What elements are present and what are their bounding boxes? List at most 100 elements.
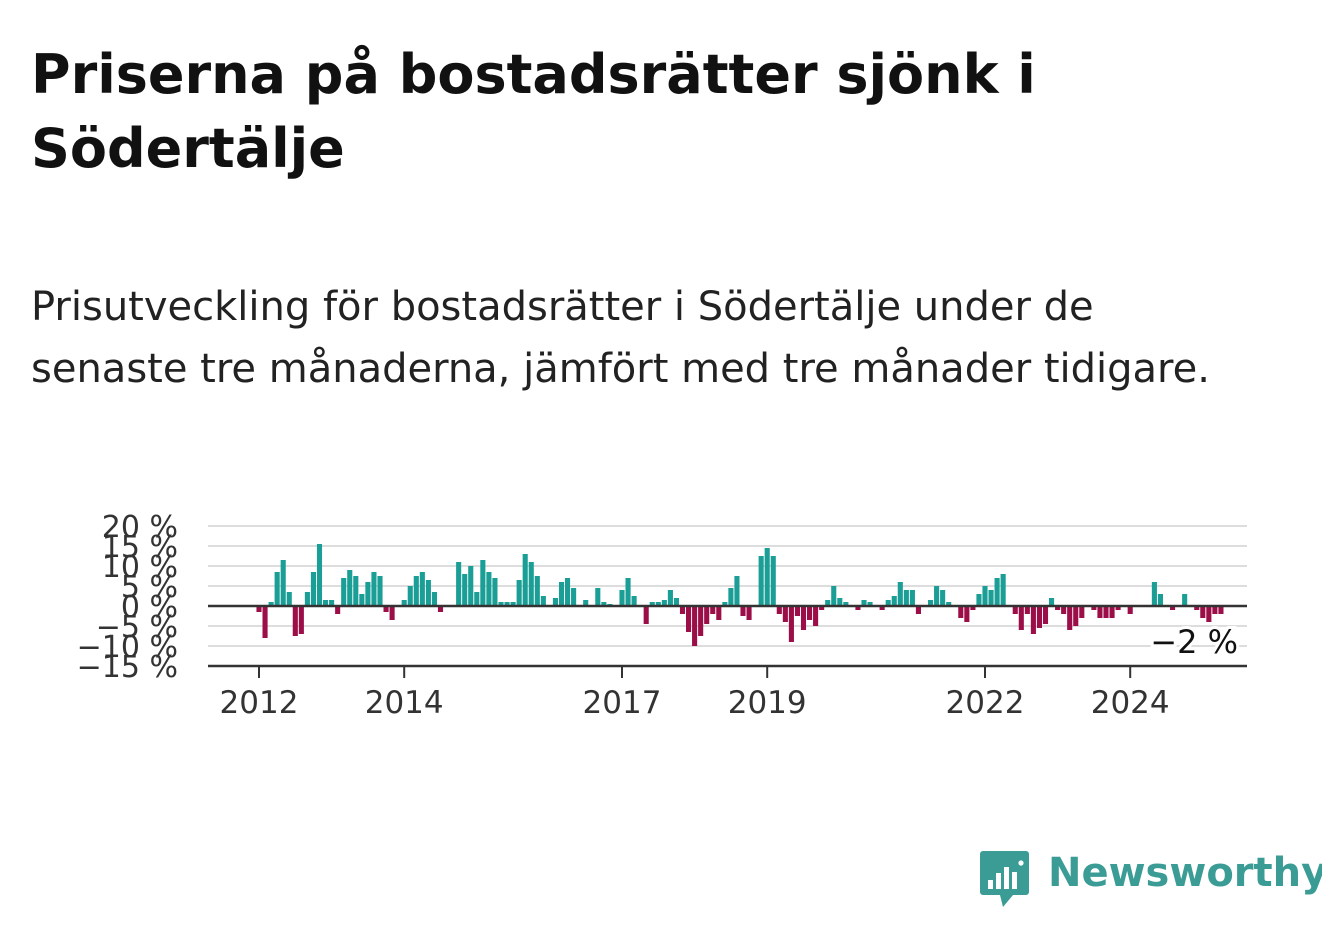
bar xyxy=(595,588,601,606)
bar xyxy=(643,606,649,624)
bar xyxy=(807,606,813,620)
x-tick-label: 2012 xyxy=(220,685,299,721)
bar xyxy=(401,600,407,606)
bar xyxy=(492,578,498,606)
bar xyxy=(298,606,304,634)
x-tick-label: 2019 xyxy=(728,685,807,721)
bar xyxy=(788,606,794,642)
bar xyxy=(280,560,286,606)
bar xyxy=(1079,606,1085,618)
y-tick-label: 10 % xyxy=(102,550,178,585)
bar-chart-speech-bubble-icon xyxy=(980,851,1029,907)
bar xyxy=(655,602,661,606)
newsworthy-logo: Newsworthy xyxy=(980,850,1322,910)
bar xyxy=(909,590,915,606)
bar xyxy=(419,572,425,606)
bar xyxy=(994,578,1000,606)
y-tick-label: −5 % xyxy=(96,610,178,645)
x-tick-label: 2014 xyxy=(365,685,444,721)
grid-lines xyxy=(208,525,1247,647)
chart-title: Priserna på bostadsrätter sjönk i Södert… xyxy=(31,43,1036,180)
x-tick-label: 2024 xyxy=(1091,685,1170,721)
brand-name: Newsworthy xyxy=(1048,850,1322,896)
bar xyxy=(377,576,383,606)
bar xyxy=(1091,606,1097,610)
bar xyxy=(462,574,468,606)
bar xyxy=(268,602,274,606)
bar xyxy=(365,582,371,606)
bar xyxy=(335,606,341,614)
bar xyxy=(383,606,389,612)
bar xyxy=(456,562,462,606)
bar xyxy=(794,606,800,616)
bar xyxy=(1012,606,1018,614)
bar xyxy=(1170,606,1176,610)
bar xyxy=(256,606,262,612)
bar xyxy=(1206,606,1212,622)
bar xyxy=(1212,606,1218,614)
bar xyxy=(347,570,353,606)
bar xyxy=(571,588,577,606)
x-tick-label: 2017 xyxy=(583,685,662,721)
bar xyxy=(661,600,667,606)
bar xyxy=(510,602,516,606)
bar xyxy=(1049,598,1055,606)
bar xyxy=(1030,606,1036,634)
bar xyxy=(504,602,510,606)
bar xyxy=(976,594,982,606)
bar xyxy=(843,602,849,606)
bar xyxy=(1115,606,1121,610)
bar-series xyxy=(256,544,1224,646)
bar xyxy=(1109,606,1115,618)
bar xyxy=(619,590,625,606)
bar xyxy=(958,606,964,618)
bar xyxy=(323,600,329,606)
bar xyxy=(274,572,280,606)
bar xyxy=(316,544,323,606)
bar xyxy=(861,600,867,606)
bar xyxy=(667,590,673,606)
bar xyxy=(631,596,637,606)
bar xyxy=(1194,606,1200,610)
bar xyxy=(292,606,298,636)
bar xyxy=(758,556,764,606)
bar xyxy=(552,598,558,606)
bar xyxy=(988,590,994,606)
bar xyxy=(800,606,807,630)
bar xyxy=(359,594,365,606)
bar xyxy=(1000,574,1006,606)
bar xyxy=(831,586,837,606)
bar xyxy=(734,576,740,606)
bar xyxy=(1157,594,1163,606)
bar xyxy=(528,562,534,606)
bar xyxy=(625,578,631,606)
bar-chart: 20 %15 %10 %5 %0 %−5 %−10 %−15 % 2012 201… xyxy=(77,510,1247,721)
bar xyxy=(437,606,444,612)
bar xyxy=(710,606,716,614)
bar xyxy=(837,598,843,606)
bar xyxy=(673,598,679,606)
bar xyxy=(431,592,437,606)
bar xyxy=(1097,606,1103,618)
bar xyxy=(885,600,891,606)
bar xyxy=(522,554,528,606)
bar xyxy=(698,606,704,636)
y-tick-label: −10 % xyxy=(77,630,178,665)
bar xyxy=(819,606,825,610)
bar xyxy=(540,596,546,606)
bar xyxy=(867,602,873,606)
bar xyxy=(897,582,903,606)
bar xyxy=(565,578,571,606)
bar xyxy=(746,606,752,620)
bar xyxy=(1024,606,1030,614)
bar xyxy=(1218,606,1224,614)
bar xyxy=(1182,594,1188,606)
bar xyxy=(474,592,480,606)
bar xyxy=(1127,606,1133,614)
bar xyxy=(692,606,698,646)
bar xyxy=(686,606,692,632)
bar xyxy=(679,606,686,614)
bar xyxy=(1036,606,1042,628)
bar xyxy=(1061,606,1067,614)
bar xyxy=(468,566,474,606)
